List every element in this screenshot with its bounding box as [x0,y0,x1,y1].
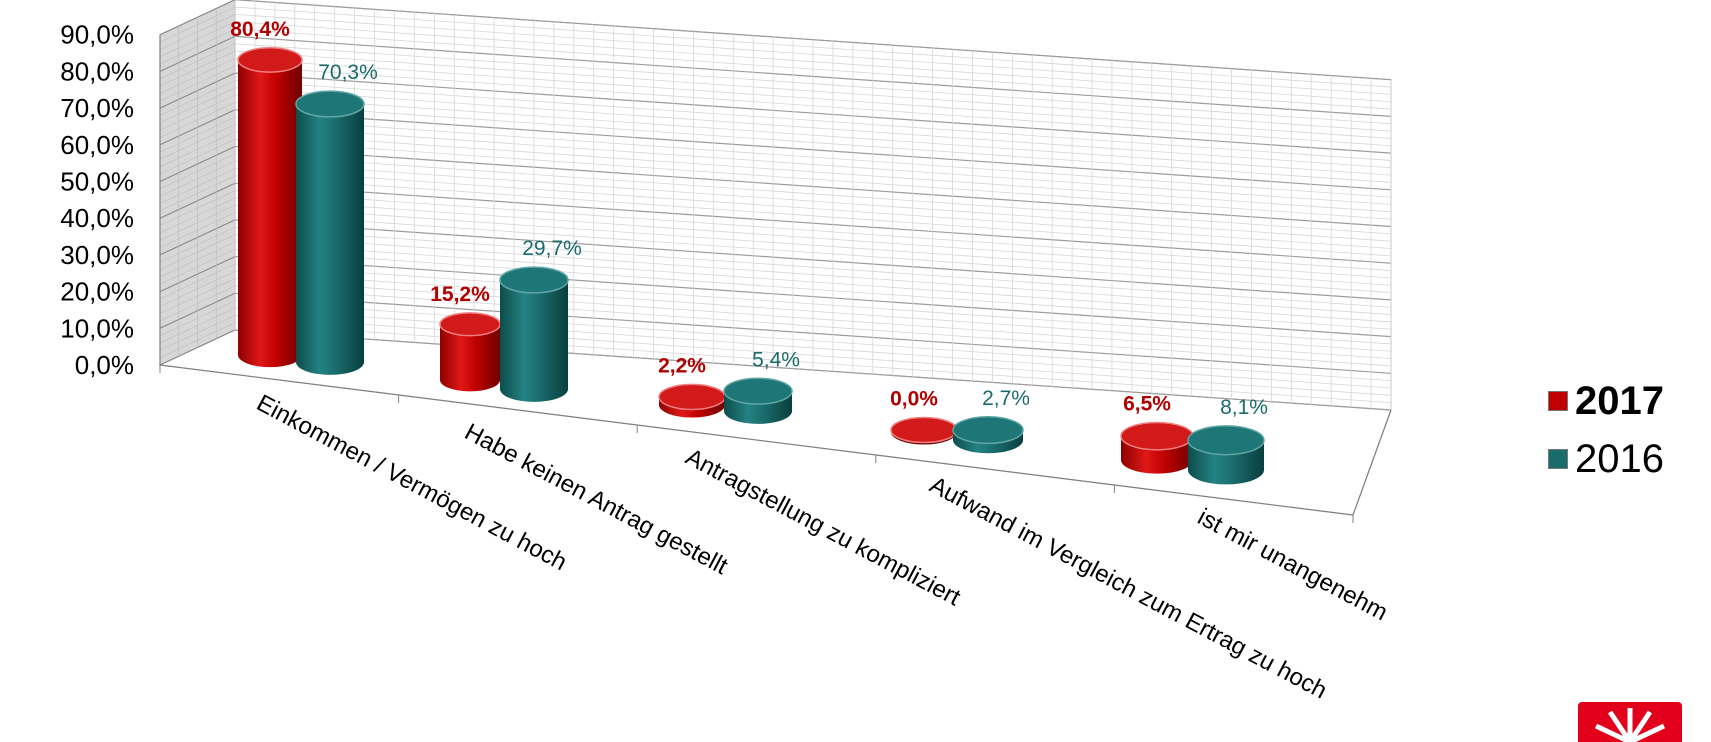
legend-item-2017: 2017 [1548,372,1664,430]
legend-label-2016: 2016 [1575,436,1664,481]
data-labels: 80,4% 15,2% 2,2% 0,0% 6,5% 70,3% 29,7% 5,4% 2,7%… [230,18,1268,419]
bar-2016-5-top [1187,425,1265,456]
chart-axes [159,34,1392,523]
data-label-2016-5: 8,1% [1220,396,1268,419]
legend-swatch-2017 [1548,391,1568,411]
bar-2017-1 [238,59,302,368]
data-label-2016-4: 2,7% [982,387,1030,410]
bar-2017-4-top [890,416,958,444]
bar-2017-3-top [658,383,726,411]
category-label-1: Einkommen / Vermögen zu hoch [252,389,571,576]
chart-bars [237,47,1265,485]
y-tick-label: 20,0% [60,277,134,307]
y-tick-label: 70,0% [60,93,134,123]
data-label-2017-4: 0,0% [890,387,938,410]
y-axis-tick-labels: 0,0% 10,0% 20,0% 30,0% 40,0% 50,0% 60,0% 70,0% 8… [60,20,134,380]
bar-2016-1 [296,103,364,375]
bar-2017-2-top [439,312,501,337]
y-tick-label: 60,0% [60,130,134,160]
x-axis-line [159,364,1354,516]
category-label-4: Aufwand im Vergleich zum Ertrag zu hoch [925,471,1331,704]
y-tick-label: 30,0% [60,240,134,270]
bar-2016-4-top [952,416,1024,445]
bar-2016-2 [500,280,568,402]
data-label-2017-2: 15,2% [430,283,490,306]
bar-2016-1-top [295,90,365,118]
legend: 2017 2016 [1548,372,1664,488]
y-tick-label: 0,0% [75,350,134,380]
data-label-2016-2: 29,7% [522,237,582,260]
data-label-2017-5: 6,5% [1123,392,1171,415]
y-tick-label: 90,0% [60,20,134,50]
bar-2017-2 [440,324,500,392]
bar-2016-3-top [723,377,793,405]
legend-item-2016: 2016 [1548,430,1664,488]
depth-axis-line [1352,409,1392,516]
caritas-logo [1578,702,1682,742]
data-label-2016-1: 70,3% [318,61,378,84]
data-label-2017-1: 80,4% [230,18,290,41]
y-tick-label: 50,0% [60,167,134,197]
legend-swatch-2016 [1548,449,1568,469]
category-label-2: Habe keinen Antrag gestellt [460,418,732,580]
category-label-3: Antragstellung zu kompliziert [681,443,965,611]
legend-label-2017: 2017 [1575,378,1664,423]
bar-2017-5-top [1120,421,1194,451]
y-tick-label: 40,0% [60,203,134,233]
category-label-5: ist mir unangenehm [1193,503,1392,626]
back-wall-gridline [234,0,1392,81]
bar-2017-1-top [237,47,303,73]
data-label-2016-3: 5,4% [752,348,800,371]
bar-2016-2-top [499,266,569,294]
y-tick-label: 10,0% [60,313,134,343]
data-label-2017-3: 2,2% [658,354,706,377]
chart-gridlines [159,0,1392,411]
y-tick-label: 80,0% [60,56,134,86]
